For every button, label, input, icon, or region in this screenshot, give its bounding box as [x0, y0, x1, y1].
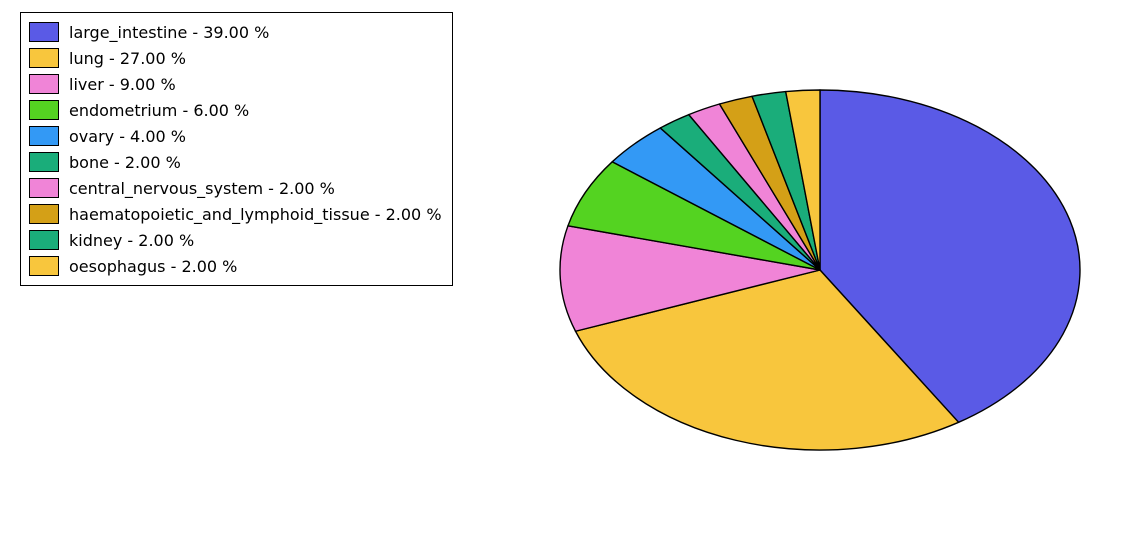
- legend-label: endometrium - 6.00 %: [69, 101, 249, 120]
- legend-label: haematopoietic_and_lymphoid_tissue - 2.0…: [69, 205, 442, 224]
- pie-chart: 392796422222: [558, 88, 1082, 452]
- legend-item: liver - 9.00 %: [29, 71, 442, 97]
- legend-swatch: [29, 256, 59, 276]
- legend-label: central_nervous_system - 2.00 %: [69, 179, 335, 198]
- legend-label: oesophagus - 2.00 %: [69, 257, 237, 276]
- legend-label: bone - 2.00 %: [69, 153, 181, 172]
- legend-label: kidney - 2.00 %: [69, 231, 194, 250]
- legend-swatch: [29, 152, 59, 172]
- legend-swatch: [29, 22, 59, 42]
- legend-item: endometrium - 6.00 %: [29, 97, 442, 123]
- legend-item: ovary - 4.00 %: [29, 123, 442, 149]
- legend-swatch: [29, 126, 59, 146]
- legend-item: haematopoietic_and_lymphoid_tissue - 2.0…: [29, 201, 442, 227]
- legend-label: liver - 9.00 %: [69, 75, 176, 94]
- legend-swatch: [29, 48, 59, 68]
- legend-swatch: [29, 100, 59, 120]
- legend-item: central_nervous_system - 2.00 %: [29, 175, 442, 201]
- legend-label: lung - 27.00 %: [69, 49, 186, 68]
- legend-label: ovary - 4.00 %: [69, 127, 186, 146]
- legend-swatch: [29, 74, 59, 94]
- legend-item: lung - 27.00 %: [29, 45, 442, 71]
- legend-box: large_intestine - 39.00 % lung - 27.00 % l…: [20, 12, 453, 286]
- legend-swatch: [29, 230, 59, 250]
- pie-svg: 392796422222: [558, 88, 1082, 452]
- chart-stage: large_intestine - 39.00 % lung - 27.00 % l…: [0, 0, 1134, 538]
- legend-swatch: [29, 178, 59, 198]
- legend-label: large_intestine - 39.00 %: [69, 23, 269, 42]
- legend-item: oesophagus - 2.00 %: [29, 253, 442, 279]
- legend-item: large_intestine - 39.00 %: [29, 19, 442, 45]
- legend-item: bone - 2.00 %: [29, 149, 442, 175]
- legend-swatch: [29, 204, 59, 224]
- legend-item: kidney - 2.00 %: [29, 227, 442, 253]
